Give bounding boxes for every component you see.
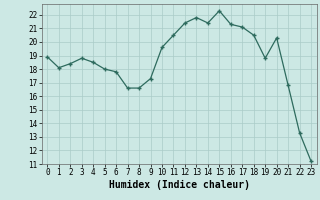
X-axis label: Humidex (Indice chaleur): Humidex (Indice chaleur) [109, 180, 250, 190]
